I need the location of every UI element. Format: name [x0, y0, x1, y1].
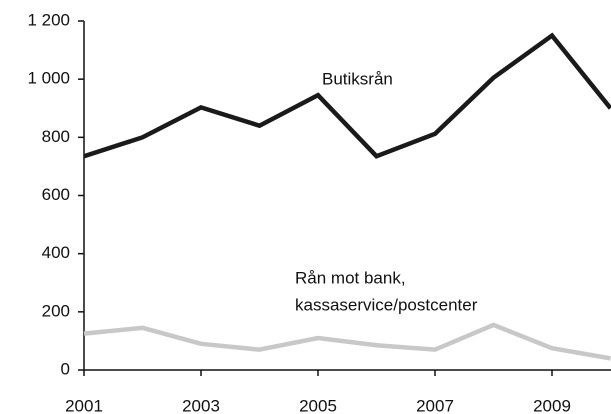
annotation: kassaservice/postcenter	[295, 295, 478, 314]
y-tick-label: 1 000	[27, 69, 70, 88]
y-tick-label: 0	[61, 359, 70, 378]
annotation: Rån mot bank,	[295, 268, 406, 287]
x-tick-label: 2003	[182, 396, 220, 414]
y-tick-label: 400	[42, 243, 70, 262]
y-tick-label: 600	[42, 185, 70, 204]
x-tick-label: 2007	[416, 396, 454, 414]
annotation: Butiksrån	[322, 69, 393, 88]
y-tick-label: 1 200	[27, 10, 70, 29]
y-tick-label: 200	[42, 301, 70, 320]
line	[83, 32, 611, 159]
x-tick-label: 2005	[299, 396, 337, 414]
y-tick-label: 800	[42, 127, 70, 146]
x-tick-label: 2001	[65, 396, 103, 414]
x-tick-label: 2009	[533, 396, 571, 414]
line	[83, 322, 611, 361]
